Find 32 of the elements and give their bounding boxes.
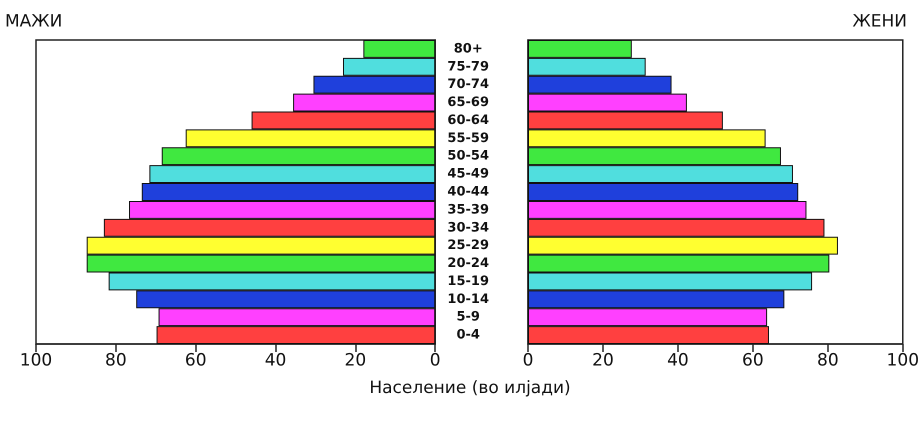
y-tick-label: 20-24 [447, 256, 489, 272]
y-tick-label: 40-44 [447, 184, 489, 200]
y-tick-label: 5-9 [456, 310, 480, 325]
y-tick-label: 45-49 [447, 166, 489, 182]
y-tick-label: 50-54 [447, 148, 489, 164]
y-tick-label: 70-74 [447, 77, 489, 92]
y-tick-label: 60-64 [447, 112, 489, 128]
x-tick-label: 20 [592, 350, 614, 370]
x-tick-label: 20 [344, 350, 366, 370]
y-tick-label: 0-4 [456, 328, 480, 343]
y-tick-label: 10-14 [447, 292, 489, 307]
x-tick-label: 80 [817, 350, 839, 370]
y-tick-label: 55-59 [447, 130, 489, 146]
x-tick-label: 0 [522, 350, 534, 370]
x-tick-label: 60 [184, 350, 207, 370]
x-tick-label: 100 [886, 350, 920, 370]
x-tick-label: 80 [105, 350, 127, 370]
y-tick-label: 65-69 [447, 95, 489, 110]
x-tick-label: 40 [264, 350, 286, 370]
x-tick-label: 60 [742, 350, 764, 370]
y-tick-label: 25-29 [447, 238, 489, 254]
chart-title: МАЖИ [5, 12, 62, 32]
x-tick-label: 100 [20, 350, 52, 370]
x-tick-label: 40 [667, 350, 689, 370]
y-tick-label: 75-79 [447, 59, 489, 74]
y-tick-label: 15-19 [447, 274, 489, 289]
x-axis-title: Население (во илјади) [368, 378, 572, 398]
y-tick-label: 80+ [454, 41, 483, 56]
x-tick-label: 0 [430, 350, 441, 370]
chart-title: ЖЕНИ [852, 12, 908, 32]
y-tick-label: 35-39 [447, 202, 489, 218]
y-tick-label: 30-34 [447, 220, 489, 236]
